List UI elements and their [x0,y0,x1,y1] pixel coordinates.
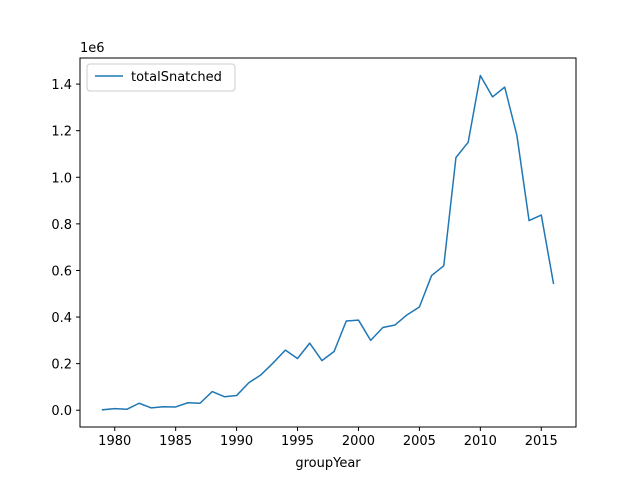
legend-box [86,63,236,92]
y-tick-label: 1.2 [51,125,72,140]
x-tick-label: 2010 [464,434,497,449]
x-axis: 1980 1985 1990 1995 2000 2005 2010 2015 [98,427,558,449]
x-tick-label: 2000 [342,434,375,449]
plot-frame [79,57,577,428]
y-tick-label: 0.6 [51,264,72,279]
series-line-totalSnatched [101,74,555,411]
y-tick-label: 1.0 [51,171,72,186]
series-layer [101,74,555,411]
plot-area [80,58,576,427]
x-tick-label: 2015 [525,434,558,449]
y-tick-label: 1.4 [51,78,72,93]
x-tick-label: 1985 [159,434,192,449]
y-axis: 0.0 0.2 0.4 0.6 0.8 1.0 1.2 1.4 [51,78,80,419]
y-tick-label: 0.0 [51,404,72,419]
x-tick-label: 1995 [281,434,314,449]
y-tick-label: 0.2 [51,358,72,373]
legend-label: totalSnatched [131,70,222,85]
y-scale-label: 1e6 [80,41,105,56]
y-tick-label: 0.8 [51,218,72,233]
y-tick-label: 0.4 [51,311,72,326]
x-axis-label: groupYear [295,456,361,471]
x-tick-label: 2005 [403,434,436,449]
x-tick-label: 1990 [220,434,253,449]
legend: totalSnatched [86,63,236,92]
x-tick-label: 1980 [98,434,131,449]
